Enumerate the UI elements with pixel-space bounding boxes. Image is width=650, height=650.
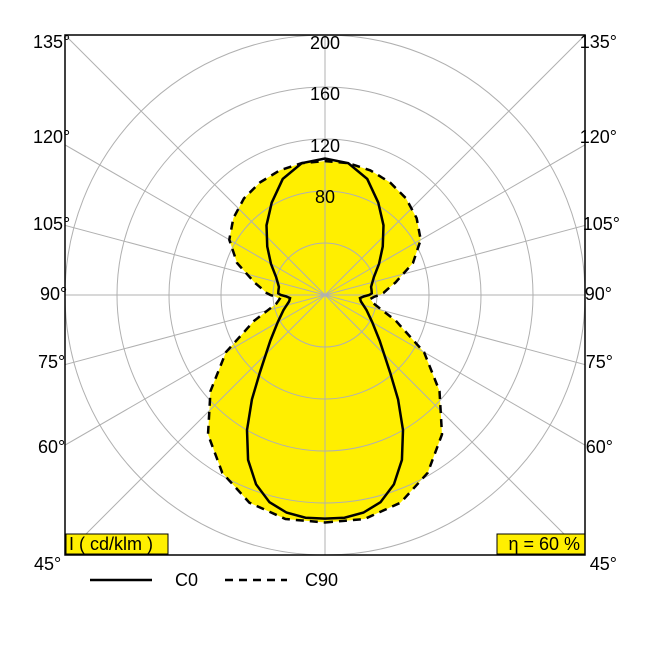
angle-label: 60° [586,437,613,457]
angle-label: 90° [585,284,612,304]
units-label: I ( cd/klm ) [69,534,153,554]
angle-label: 135° [580,32,617,52]
angle-label: 105° [583,214,620,234]
radial-label: 120 [310,136,340,156]
angle-label: 105° [33,214,70,234]
legend-item-c0: C0 [175,570,198,590]
angle-label: 45° [590,554,617,574]
angle-label: 90° [40,284,67,304]
legend-item-c90: C90 [305,570,338,590]
radial-label: 80 [315,187,335,207]
angle-label: 60° [38,437,65,457]
radial-label: 200 [310,33,340,53]
angle-label: 120° [33,127,70,147]
polar-chart-svg: 200 160 120 80 135° 120° 105° 90° 75° 60° 45° 135° 1… [0,0,650,650]
angle-label: 45° [34,554,61,574]
polar-chart-container: 200 160 120 80 135° 120° 105° 90° 75° 60° 45° 135° 1… [0,0,650,650]
angle-label: 75° [586,352,613,372]
efficiency-label: η = 60 % [508,534,580,554]
angle-label: 135° [33,32,70,52]
angle-label: 120° [580,127,617,147]
radial-label: 160 [310,84,340,104]
angle-label: 75° [38,352,65,372]
